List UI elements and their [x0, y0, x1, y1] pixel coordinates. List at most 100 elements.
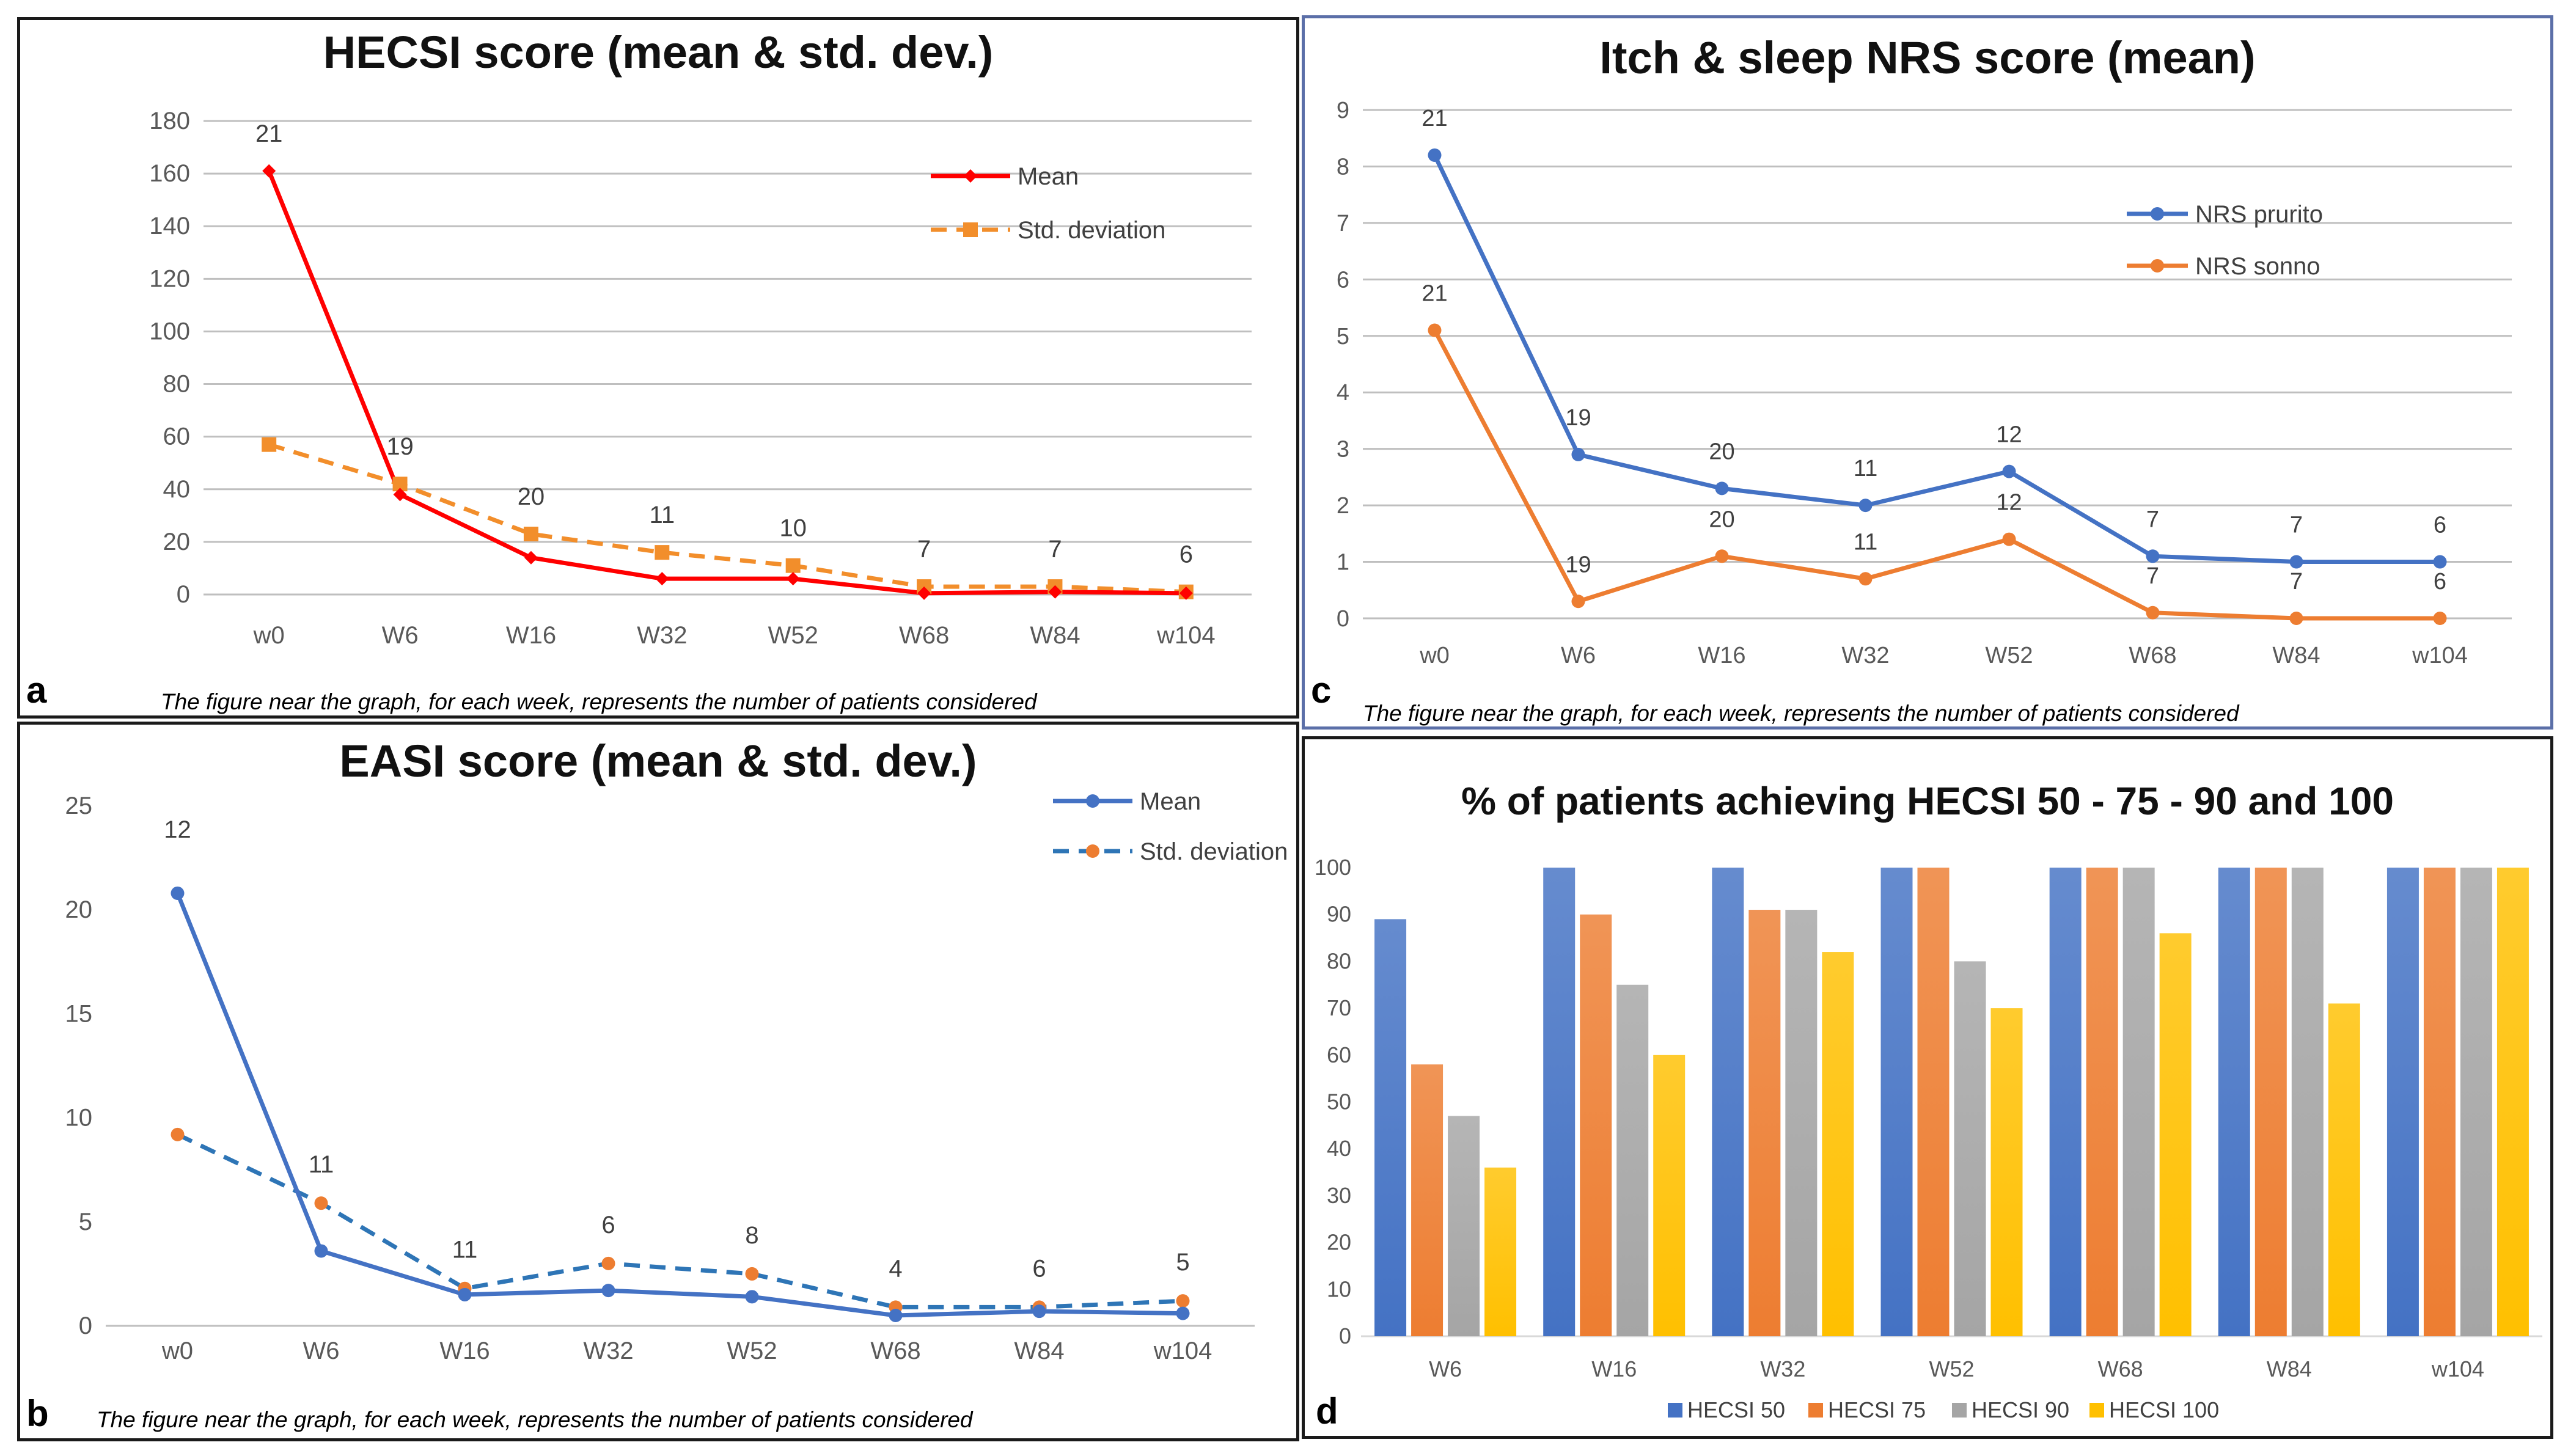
x-tick-label: W6 — [382, 622, 419, 649]
y-tick-label: 6 — [1337, 267, 1349, 293]
y-tick-label: 8 — [1337, 154, 1349, 180]
y-tick-label: 60 — [1327, 1042, 1351, 1067]
data-point — [917, 586, 931, 600]
series-line — [176, 1132, 1183, 1309]
series-line — [268, 442, 1186, 594]
y-tick-label: 80 — [163, 371, 191, 398]
data-point — [1858, 499, 1873, 513]
x-tick-label: W52 — [1985, 643, 2033, 668]
data-label: 4 — [889, 1255, 902, 1282]
data-label: 7 — [2146, 563, 2159, 589]
chart-caption: The figure near the graph, for each week… — [161, 689, 1038, 714]
y-tick-label: 5 — [1337, 324, 1349, 349]
data-point — [2002, 532, 2016, 546]
legend-label: NRS prurito — [2195, 201, 2323, 228]
bar — [1990, 1008, 2023, 1336]
data-point — [2002, 464, 2016, 478]
data-label: 7 — [2290, 513, 2303, 538]
y-tick-label: 7 — [1337, 211, 1349, 236]
data-label: 20 — [1709, 507, 1734, 532]
legend-label: Mean — [1140, 788, 1201, 815]
x-tick-label: W16 — [1591, 1356, 1637, 1381]
bar — [2049, 868, 2082, 1336]
y-tick-label: 0 — [79, 1312, 92, 1339]
data-point — [1428, 148, 1442, 162]
x-tick-label: W84 — [1014, 1337, 1064, 1364]
data-point — [786, 572, 800, 586]
data-label: 10 — [779, 515, 807, 542]
y-tick-label: 10 — [65, 1105, 93, 1132]
y-tick-label: 20 — [1327, 1230, 1351, 1255]
x-tick-label: W32 — [583, 1337, 633, 1364]
y-tick-label: 80 — [1327, 948, 1351, 973]
data-point — [262, 164, 276, 178]
bar — [1880, 868, 1913, 1336]
y-tick-label: 100 — [1315, 855, 1351, 880]
y-tick-label: 30 — [1327, 1183, 1351, 1208]
data-point — [314, 1244, 328, 1258]
chart-title: EASI score (mean & std. dev.) — [339, 736, 977, 786]
data-label: 20 — [1709, 439, 1734, 464]
y-tick-label: 140 — [149, 213, 190, 240]
chart-title: Itch & sleep NRS score (mean) — [1599, 32, 2255, 83]
x-tick-label: W6 — [303, 1337, 340, 1364]
data-point — [1176, 1294, 1190, 1308]
panel-c-nrs-chart: Itch & sleep NRS score (mean) 0 1 2 3 4 5 6 7 8 9 w… — [1302, 15, 2553, 730]
hecsi-line-chart: HECSI score (mean & std. dev.) 0 20 40 60 80 1… — [26, 27, 1252, 714]
bar — [1580, 914, 1612, 1336]
data-label: 19 — [1565, 405, 1591, 431]
data-point — [2433, 555, 2447, 569]
y-tick-label: 5 — [79, 1209, 92, 1235]
x-tick-label: W84 — [1030, 622, 1080, 649]
x-tick-label: W16 — [1698, 643, 1745, 668]
easi-line-chart: EASI score (mean & std. dev.) 0 5 10 15 20 25 w… — [26, 736, 1288, 1434]
bar — [1748, 910, 1781, 1336]
data-label: 11 — [650, 502, 675, 529]
data-point — [393, 488, 407, 502]
legend-label: HECSI 50 — [1687, 1397, 1785, 1422]
x-tick-label: W68 — [2129, 643, 2176, 668]
x-tick-label: W6 — [1429, 1356, 1462, 1381]
bar — [1917, 868, 1950, 1336]
data-point — [171, 886, 185, 900]
bar — [2423, 868, 2456, 1336]
nrs-line-chart: Itch & sleep NRS score (mean)0123456789w… — [1311, 32, 2512, 726]
chart-title: % of patients achieving HECSI 50 - 75 - … — [1461, 779, 2394, 823]
x-tick-label: W32 — [637, 622, 687, 649]
data-point — [1715, 549, 1729, 563]
legend-marker — [963, 222, 978, 237]
legend-label: NRS sonno — [2195, 253, 2320, 280]
data-label: 21 — [1422, 106, 1447, 131]
bar — [2159, 933, 2192, 1336]
data-point — [2146, 605, 2160, 620]
data-point — [523, 526, 538, 541]
bar — [2386, 868, 2419, 1336]
y-tick-label: 2 — [1337, 493, 1349, 519]
y-tick-label: 9 — [1337, 98, 1349, 123]
y-tick-label: 10 — [1327, 1276, 1351, 1301]
data-label: 19 — [1565, 552, 1591, 577]
legend-marker — [1086, 844, 1099, 858]
panel-letter: a — [26, 670, 47, 711]
legend-label: Std. deviation — [1140, 838, 1288, 865]
data-point — [601, 1256, 615, 1270]
legend-marker — [1086, 794, 1099, 808]
legend-marker — [2151, 259, 2164, 273]
y-tick-label: 40 — [1327, 1136, 1351, 1161]
x-tick-label: w0 — [253, 622, 285, 649]
panel-letter: d — [1316, 1391, 1338, 1432]
bar — [1411, 1064, 1444, 1336]
bar — [1374, 919, 1407, 1336]
data-point — [314, 1196, 328, 1210]
legend-label: Mean — [1018, 163, 1079, 190]
x-tick-label: W84 — [2272, 643, 2320, 668]
y-tick-label: 60 — [163, 423, 191, 450]
data-label: 12 — [1996, 490, 2022, 516]
data-point — [785, 558, 801, 573]
data-point — [1176, 1306, 1190, 1320]
data-label: 21 — [1422, 281, 1447, 307]
data-label: 5 — [1176, 1249, 1189, 1276]
data-point — [262, 437, 277, 452]
data-point — [1428, 323, 1442, 337]
y-tick-label: 0 — [1339, 1323, 1351, 1348]
